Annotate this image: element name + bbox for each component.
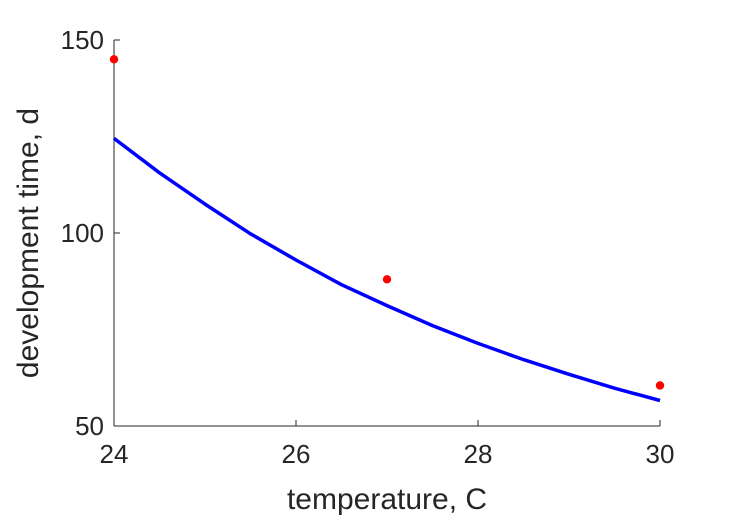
data-point <box>382 275 392 284</box>
x-tick-label: 24 <box>100 439 129 469</box>
x-tick-label: 30 <box>646 439 675 469</box>
x-ticks: 24 26 28 30 <box>100 420 675 469</box>
y-tick-label: 50 <box>75 411 104 441</box>
data-point <box>655 381 665 390</box>
x-tick-label: 28 <box>464 439 493 469</box>
x-tick-label: 26 <box>282 439 311 469</box>
data-point <box>109 55 119 64</box>
series-line <box>112 137 661 403</box>
axes: 24 26 28 30 50 100 150 <box>61 25 675 469</box>
y-axis-label: development time, d <box>12 108 45 378</box>
plot-area <box>109 55 665 403</box>
x-axis-label: temperature, C <box>287 483 487 516</box>
y-ticks: 50 100 150 <box>61 25 120 441</box>
y-tick-label: 100 <box>61 218 104 248</box>
y-tick-label: 150 <box>61 25 104 55</box>
